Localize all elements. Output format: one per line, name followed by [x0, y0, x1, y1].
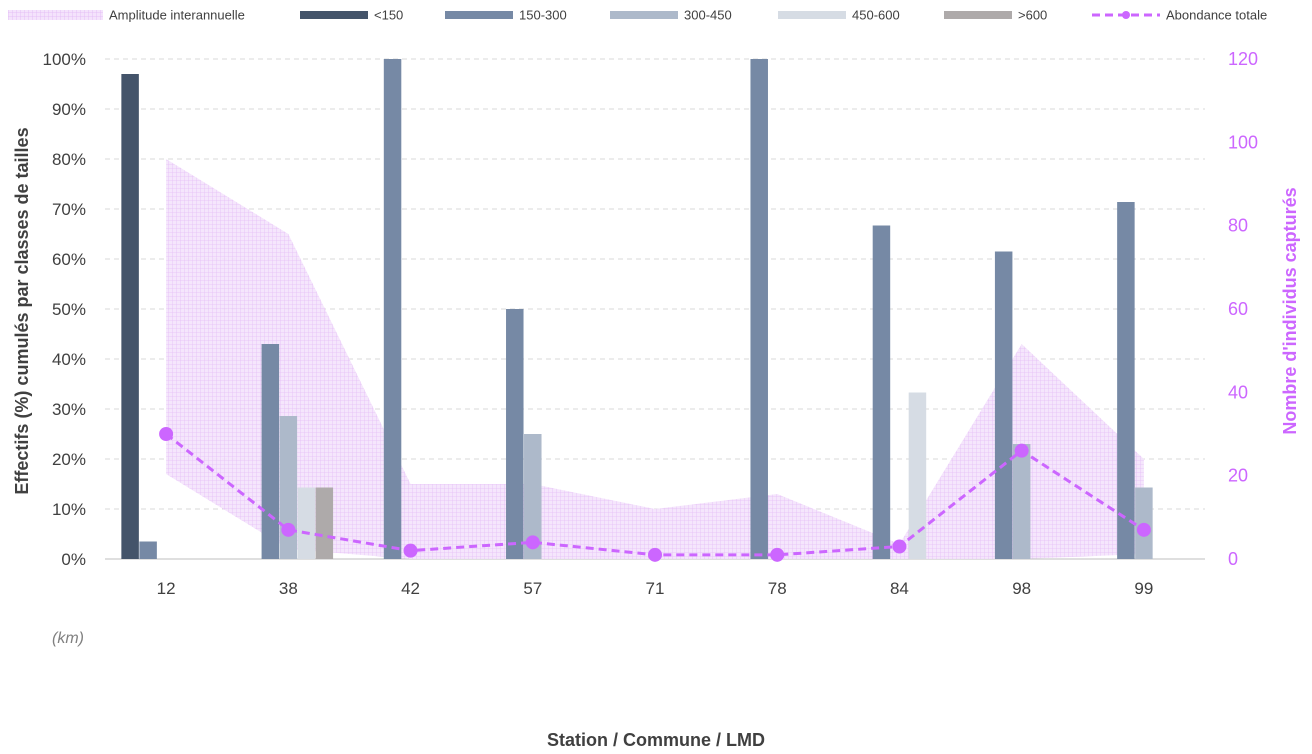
legend-label: Amplitude interannuelle: [109, 8, 245, 23]
abundance-point-38: [281, 522, 296, 537]
bar-450-600-84: [908, 392, 927, 559]
bar-150-300-38: [261, 344, 280, 559]
unit-note: (km): [52, 630, 84, 647]
abundance-point-98: [1014, 443, 1029, 458]
left-tick-label: 30%: [52, 400, 86, 419]
abundance-point-57: [525, 535, 540, 550]
x-tick-label: 78: [768, 579, 787, 598]
bar->600-38: [315, 487, 334, 559]
legend-label: Abondance totale: [1166, 8, 1267, 23]
x-tick-label: 71: [646, 579, 665, 598]
legend-item: 300-450: [610, 8, 732, 23]
legend-swatch: [300, 11, 368, 19]
left-tick-label: 40%: [52, 350, 86, 369]
bar-150-300-12: [139, 541, 157, 559]
legend-label: 450-600: [852, 8, 900, 23]
left-axis: 0% 10% 20% 30% 40% 50% 60% 70% 80% 90% 100%: [43, 50, 86, 569]
legend-item: <150: [300, 8, 403, 23]
legend-label: <150: [374, 8, 403, 23]
bar-150-300-98: [994, 251, 1013, 559]
left-tick-label: 0%: [61, 550, 86, 569]
bar-150-300-99: [1117, 202, 1135, 559]
bars: [121, 59, 1153, 559]
legend-swatch: [8, 10, 103, 20]
right-tick-label: 120: [1228, 49, 1258, 69]
bar-450-600-38: [297, 487, 316, 559]
legend-swatch: [778, 11, 846, 19]
x-axis-title: Station / Commune / LMD: [547, 730, 765, 750]
bar-150-300-57: [506, 309, 524, 559]
left-tick-label: 90%: [52, 100, 86, 119]
x-tick-label: 98: [1012, 579, 1031, 598]
legend-item: >600: [944, 8, 1047, 23]
abundance-point-84: [892, 539, 907, 554]
abundance-point-99: [1136, 522, 1151, 537]
legend-swatch: [610, 11, 678, 19]
right-tick-label: 60: [1228, 299, 1248, 319]
right-axis-title: Nombre d'individus capturés: [1280, 187, 1300, 434]
right-tick-label: 40: [1228, 382, 1248, 402]
right-axis: 0 20 40 60 80 100 120: [1228, 49, 1258, 569]
bar-150-300-78: [750, 59, 768, 559]
abundance-line: [159, 427, 1151, 562]
bar-150-300-84: [872, 225, 891, 559]
abundance-point-42: [403, 543, 418, 558]
bar-<150-12: [121, 74, 139, 559]
bar-300-450-38: [279, 416, 298, 559]
left-tick-label: 70%: [52, 200, 86, 219]
left-tick-label: 80%: [52, 150, 86, 169]
right-tick-label: 100: [1228, 132, 1258, 152]
x-tick-label: 99: [1134, 579, 1153, 598]
bar-300-450-57: [524, 434, 542, 559]
x-tick-label: 38: [279, 579, 298, 598]
bar-150-300-42: [383, 59, 402, 559]
legend-item: 150-300: [445, 8, 567, 23]
left-tick-label: 60%: [52, 250, 86, 269]
left-axis-title: Effectifs (%) cumulés par classes de tai…: [12, 127, 32, 494]
left-tick-label: 100%: [43, 50, 86, 69]
abundance-point-71: [648, 547, 662, 562]
right-tick-label: 80: [1228, 216, 1248, 236]
x-tick-label: 57: [523, 579, 542, 598]
legend-marker: [1122, 11, 1130, 19]
bar-300-450-98: [1012, 444, 1031, 559]
right-tick-label: 0: [1228, 549, 1238, 569]
x-tick-label: 84: [890, 579, 909, 598]
legend-label: >600: [1018, 8, 1047, 23]
legend: Amplitude interannuelle <150 150-300 300-45…: [8, 8, 1267, 23]
legend-item: 450-600: [778, 8, 900, 23]
legend-label: 150-300: [519, 8, 567, 23]
left-tick-label: 10%: [52, 500, 86, 519]
legend-swatch: [944, 11, 1012, 19]
legend-swatch: [445, 11, 513, 19]
left-tick-label: 20%: [52, 450, 86, 469]
x-axis: 12 38 42 57 71 78 84 98 99: [157, 579, 1154, 598]
legend-item: Amplitude interannuelle: [8, 8, 245, 23]
x-tick-label: 12: [157, 579, 176, 598]
legend-label: 300-450: [684, 8, 732, 23]
x-tick-label: 42: [401, 579, 420, 598]
abundance-point-78: [770, 547, 785, 562]
legend-item: Abondance totale: [1092, 8, 1267, 23]
left-tick-label: 50%: [52, 300, 86, 319]
right-tick-label: 20: [1228, 466, 1248, 486]
abundance-point-12: [159, 427, 174, 441]
